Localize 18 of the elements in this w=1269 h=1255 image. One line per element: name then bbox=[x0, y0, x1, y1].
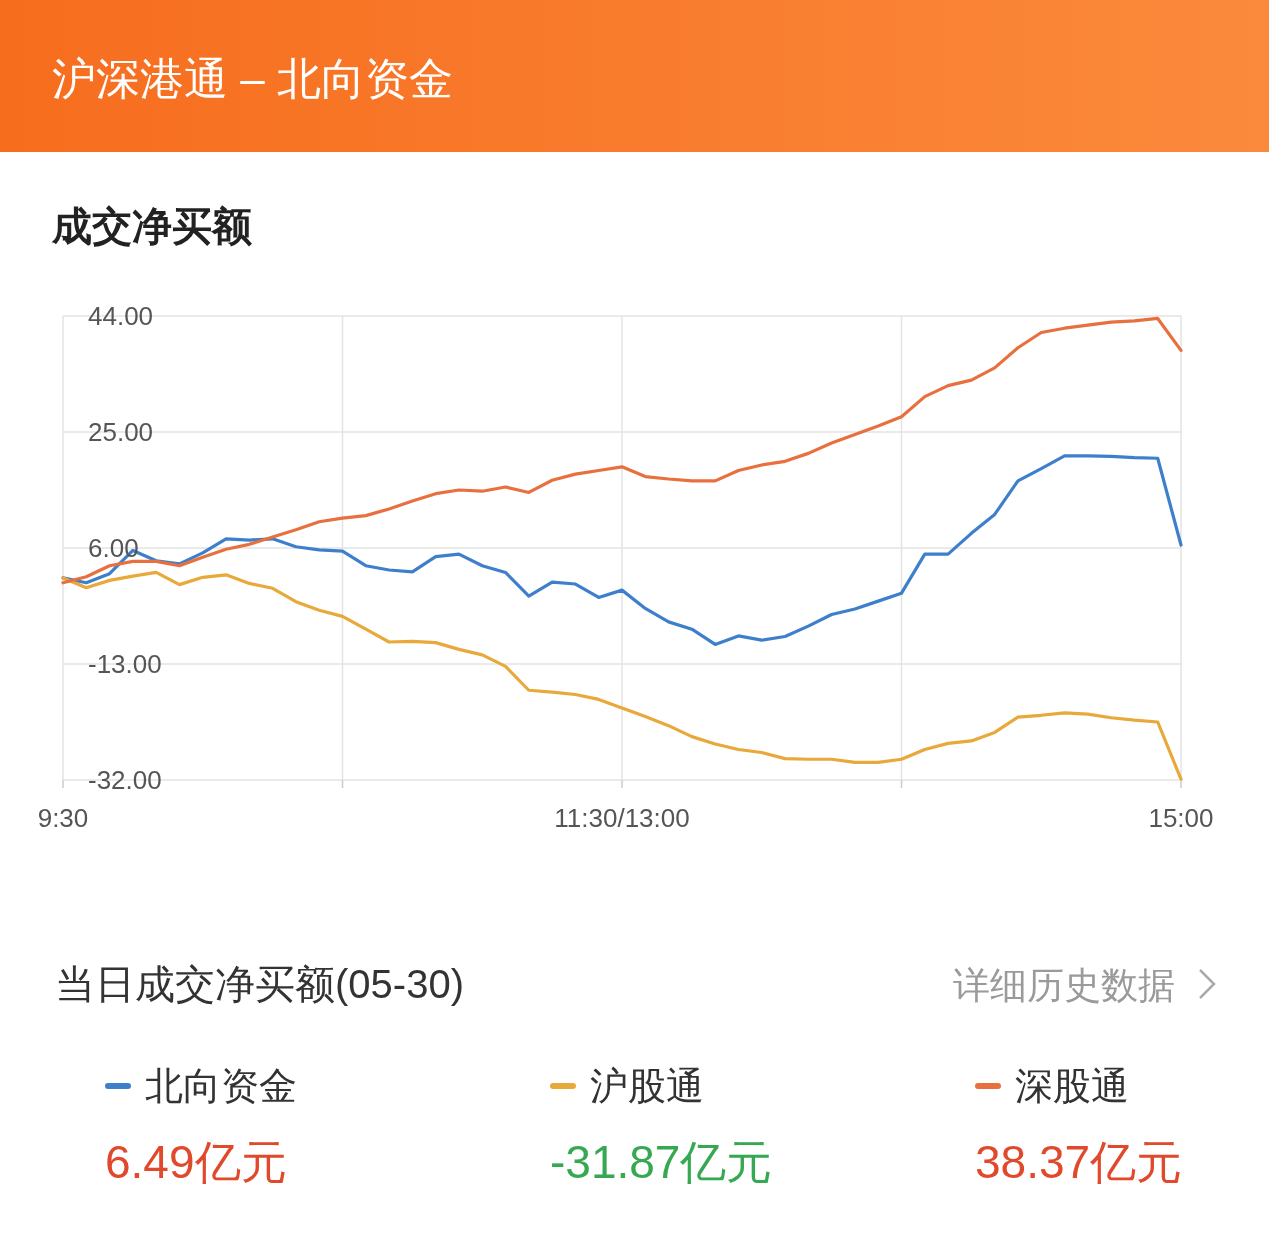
y-tick-label: 6.00 bbox=[88, 533, 139, 563]
x-tick-label: 11:30/13:00 bbox=[554, 803, 690, 833]
text: 38.37亿元 bbox=[975, 1136, 1183, 1188]
x-tick-label: 9:30 bbox=[37, 803, 89, 833]
text: 当日成交净买额(05-30) bbox=[55, 962, 464, 1006]
legend-label: 深股通 bbox=[1015, 1065, 1129, 1107]
y-tick-label: -32.00 bbox=[88, 765, 162, 795]
chart-subtitle: 成交净买额 bbox=[51, 204, 252, 248]
text: -31.87亿元 bbox=[550, 1136, 773, 1188]
y-tick-label: -13.00 bbox=[88, 649, 162, 679]
y-tick-label: 44.00 bbox=[88, 301, 154, 331]
legend-label: 沪股通 bbox=[590, 1065, 704, 1107]
text: 详细历史数据 bbox=[953, 965, 1175, 1006]
x-tick-label: 15:00 bbox=[1148, 803, 1214, 833]
text: 6.49亿元 bbox=[105, 1136, 287, 1188]
chart-title: 沪深港通 – 北向资金 bbox=[52, 54, 453, 103]
legend-label: 北向资金 bbox=[145, 1065, 297, 1107]
y-tick-label: 25.00 bbox=[88, 417, 154, 447]
